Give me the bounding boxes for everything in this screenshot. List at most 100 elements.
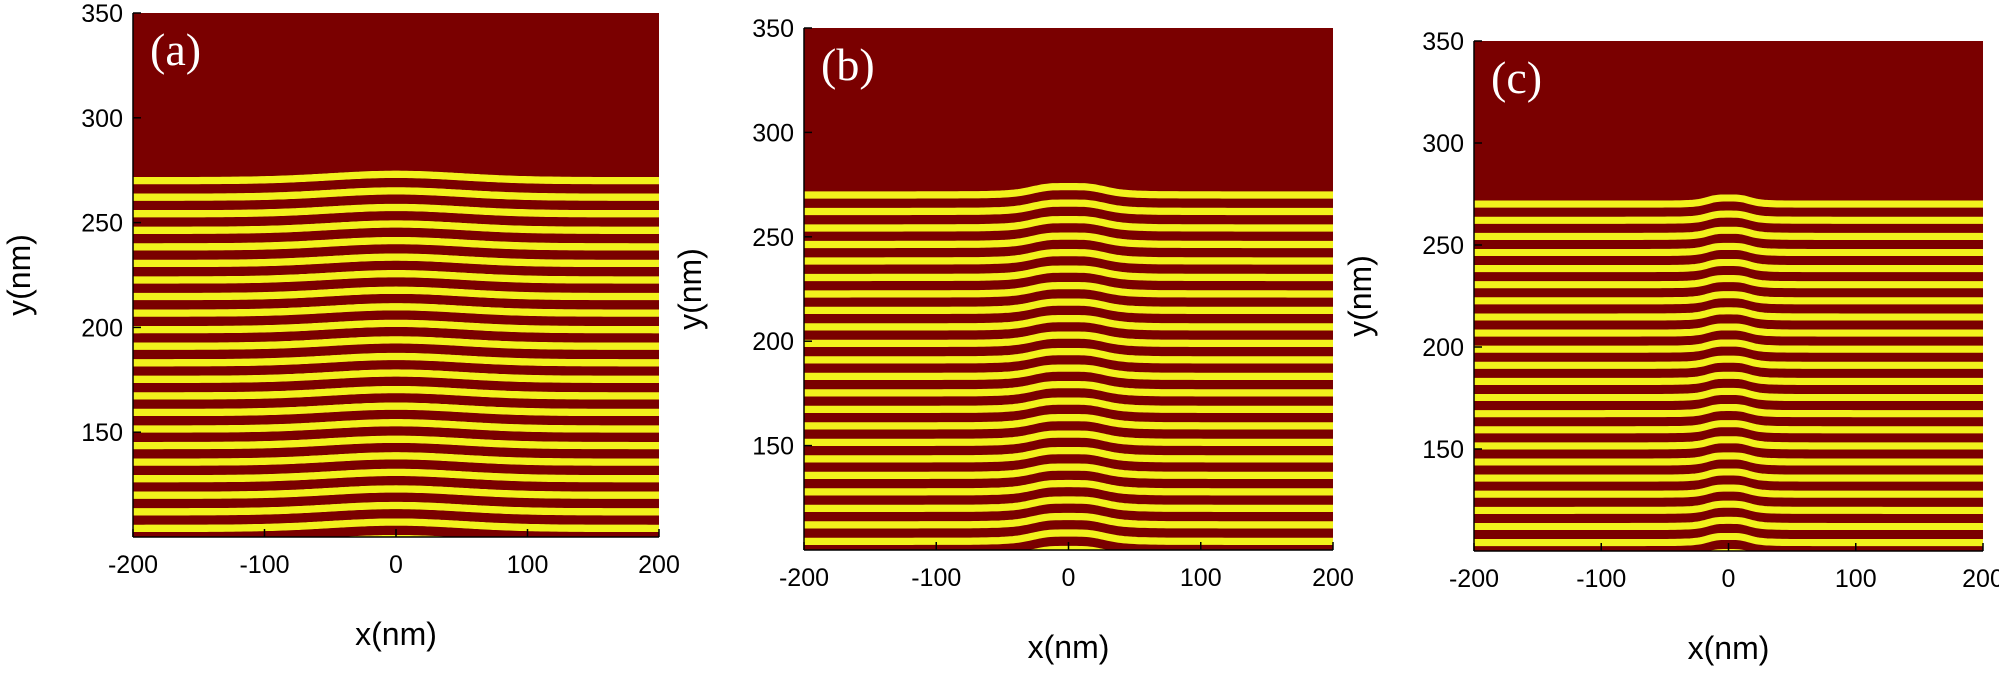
stripe-11 (1474, 355, 1983, 369)
stripe-16 (133, 419, 659, 433)
stripe-4 (804, 232, 1333, 249)
stripe-9 (1474, 323, 1983, 337)
stripe-12 (1474, 371, 1983, 385)
stripe-4 (1474, 242, 1983, 257)
y-tick-label-4: 300 (1422, 130, 1464, 158)
stripe-6 (133, 253, 659, 268)
stripe-20 (1474, 500, 1983, 514)
y-tick-label-2: 200 (1422, 334, 1464, 362)
y-tick-label-5: 350 (81, 0, 123, 28)
stripe-19 (804, 479, 1333, 496)
stripe-17 (804, 446, 1333, 463)
stripe-1 (133, 170, 659, 185)
stripe-13 (133, 369, 659, 383)
stripe-22 (1474, 532, 1983, 547)
x-tick-label-2: -100 (239, 551, 289, 579)
y-tick-label-3: 250 (1422, 232, 1464, 260)
stripe-23 (337, 534, 455, 537)
panel-3: -200 -100 0 100 200 150 200 250 300 350 x(nm) y(nm)… (1342, 28, 1999, 666)
stripe-12 (804, 364, 1333, 381)
stripe-18 (133, 452, 659, 466)
stripe-8 (804, 298, 1333, 315)
y-tick-label-1: 150 (752, 433, 794, 461)
stripe-15 (1474, 420, 1983, 434)
x-tick-label-3: 0 (1062, 564, 1076, 592)
stripe-8 (133, 286, 659, 301)
stripe-2 (133, 187, 659, 201)
x-tick-label-2: -100 (1576, 565, 1626, 593)
stripe-21 (133, 501, 659, 516)
stripe-11 (804, 347, 1333, 364)
y-tick-label-2: 200 (752, 328, 794, 356)
x-tick-label-4: 100 (1180, 564, 1222, 592)
stripe-9 (133, 303, 659, 317)
panel-label: (a) (150, 24, 201, 75)
stripe-14 (804, 397, 1333, 414)
y-tick-label-3: 250 (81, 210, 123, 238)
stripe-1 (804, 182, 1333, 199)
stripe-layer (1474, 194, 1983, 551)
stripe-23 (1708, 549, 1749, 551)
y-tick-label-5: 350 (1422, 28, 1464, 56)
y-tick-label-5: 350 (752, 15, 794, 43)
x-tick-label-5: 200 (1962, 565, 1999, 593)
stripe-9 (804, 314, 1333, 331)
stripe-3 (133, 203, 659, 218)
x-tick-label-4: 100 (1835, 565, 1877, 593)
stripe-18 (804, 463, 1333, 480)
stripe-16 (1474, 436, 1983, 450)
stripe-19 (133, 468, 659, 483)
y-tick-label-1: 150 (1422, 436, 1464, 464)
stripe-5 (133, 236, 659, 251)
stripe-12 (133, 352, 659, 367)
stripe-15 (804, 413, 1333, 430)
panel-1: -200 -100 0 100 200 150 200 250 300 350 x(nm) y(nm)… (1, 0, 680, 652)
y-axis-title: y(nm) (1, 234, 37, 316)
stripe-16 (804, 430, 1333, 447)
x-tick-label-4: 100 (507, 551, 549, 579)
stripe-13 (1474, 387, 1983, 402)
x-tick-label-5: 200 (638, 551, 680, 579)
y-tick-label-4: 300 (752, 119, 794, 147)
y-tick-label-4: 300 (81, 105, 123, 133)
x-axis-title: x(nm) (1688, 630, 1770, 666)
stripe-7 (1474, 291, 1983, 305)
stripe-22 (804, 529, 1333, 546)
stripe-6 (804, 265, 1333, 282)
stripe-23 (1028, 545, 1109, 550)
y-tick-label-2: 200 (81, 314, 123, 342)
panel-label: (b) (821, 39, 875, 90)
stripe-14 (133, 385, 659, 400)
x-tick-label-1: -200 (779, 564, 829, 592)
stripe-10 (1474, 339, 1983, 353)
stripe-21 (1474, 516, 1983, 531)
y-axis-title: y(nm) (1342, 255, 1378, 337)
x-tick-label-1: -200 (1449, 565, 1499, 593)
stripe-5 (1474, 258, 1983, 273)
stripe-7 (804, 281, 1333, 298)
stripe-20 (133, 485, 659, 499)
stripe-1 (1474, 194, 1983, 208)
stripe-17 (1474, 452, 1983, 466)
stripe-11 (133, 336, 659, 350)
stripe-layer (133, 170, 659, 537)
stripe-2 (1474, 210, 1983, 224)
panel-label: (c) (1491, 52, 1542, 103)
stripe-20 (804, 496, 1333, 513)
stripe-19 (1474, 484, 1983, 498)
x-tick-label-5: 200 (1312, 564, 1354, 592)
panel-2: -200 -100 0 100 200 150 200 250 300 350 x(nm) y(nm)… (672, 15, 1354, 665)
stripe-13 (804, 380, 1333, 397)
stripe-14 (1474, 403, 1983, 418)
x-axis-title: x(nm) (355, 616, 437, 652)
stripe-10 (804, 331, 1333, 348)
stripe-17 (133, 435, 659, 450)
stripe-6 (1474, 275, 1983, 289)
stripe-layer (804, 182, 1333, 550)
stripe-2 (804, 199, 1333, 216)
stripe-5 (804, 248, 1333, 265)
x-tick-label-2: -100 (911, 564, 961, 592)
stripe-22 (133, 518, 659, 533)
